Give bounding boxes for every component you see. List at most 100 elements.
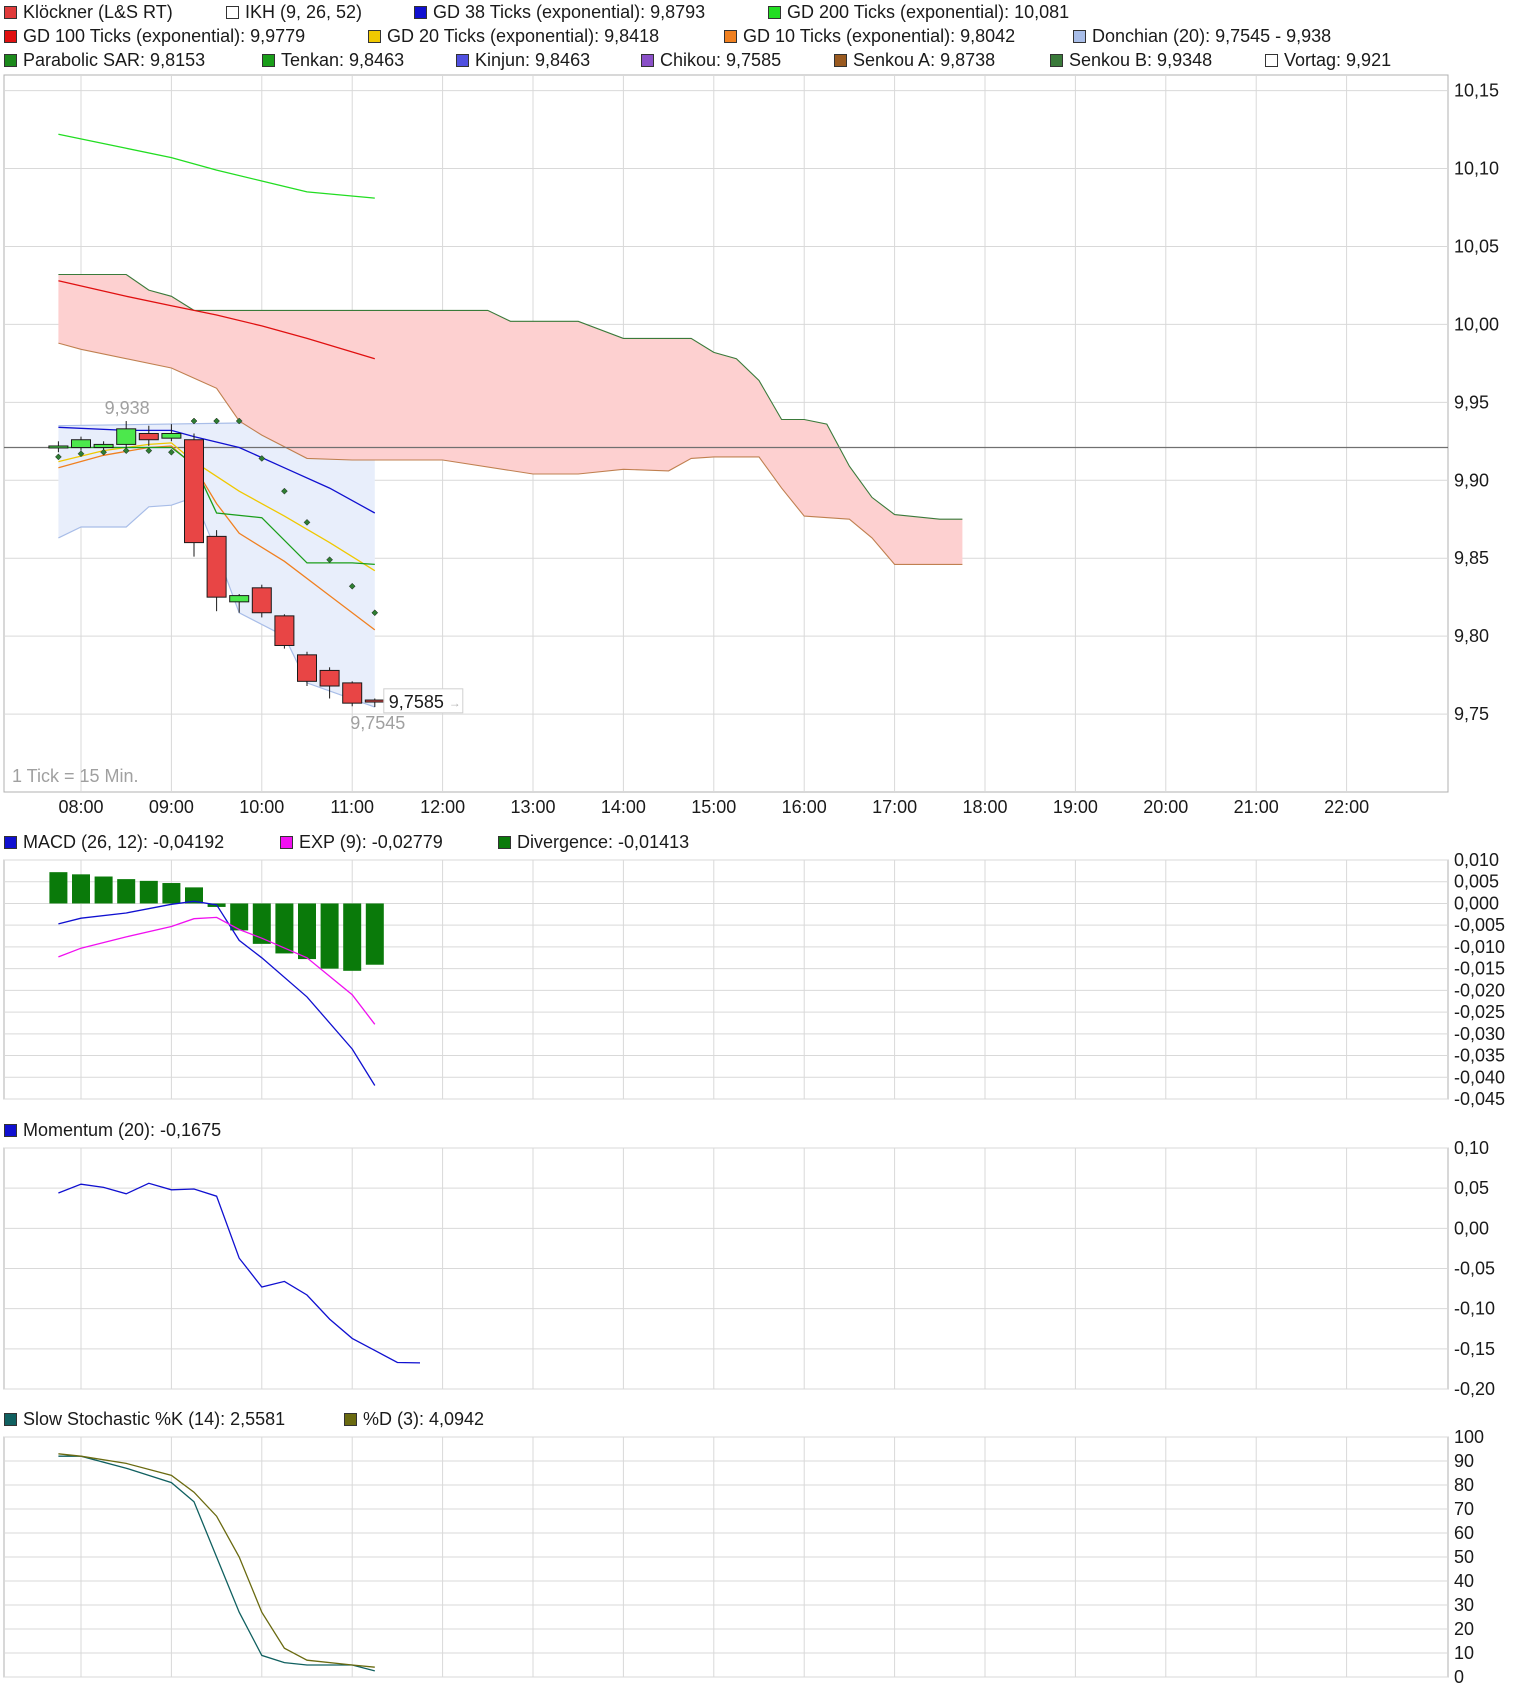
legend-label: GD 20 Ticks (exponential): 9,8418: [387, 26, 660, 46]
y-tick-label: 10,10: [1454, 159, 1499, 179]
exp-line: [58, 916, 376, 1025]
stoch-k-line: [58, 1455, 375, 1672]
senkou-b-line: [58, 273, 963, 520]
x-tick-label: 09:00: [149, 797, 194, 817]
divergence-bar: [162, 883, 181, 904]
y-tick-label: -0,030: [1454, 1024, 1505, 1044]
legend-swatch: [724, 29, 737, 43]
sar-point: [326, 556, 333, 564]
legend-item: MACD (26, 12): -0,04192: [4, 831, 224, 853]
legend-item: Vortag: 9,921: [1265, 49, 1391, 71]
divergence-bar: [365, 903, 384, 965]
legend-item: GD 20 Ticks (exponential): 9,8418: [368, 25, 659, 47]
x-tick-label: 16:00: [782, 797, 827, 817]
sar-point: [213, 417, 220, 425]
last-price-box: [383, 688, 464, 714]
sar-point: [281, 487, 288, 495]
legend-swatch: [456, 53, 469, 67]
candle-body: [297, 654, 317, 682]
y-tick-label: -0,015: [1454, 959, 1505, 979]
sar-point: [122, 447, 130, 454]
series-line-tenkan-: [58, 446, 375, 566]
legend-item: Klöckner (L&S RT): [4, 1, 173, 23]
legend-item: %D (3): 4,0942: [344, 1408, 484, 1430]
candle-body: [93, 443, 114, 449]
y-tick-label: 9,95: [1454, 392, 1489, 412]
y-tick-label: -0,005: [1454, 915, 1505, 935]
sar-point: [55, 453, 62, 461]
legend-swatch: [4, 53, 17, 67]
legend-item: GD 200 Ticks (exponential): 10,081: [768, 1, 1069, 23]
y-tick-label: 70: [1454, 1499, 1474, 1519]
legend-item: GD 38 Ticks (exponential): 9,8793: [414, 1, 705, 23]
x-tick-label: 13:00: [510, 797, 555, 817]
legend-swatch: [226, 5, 239, 19]
divergence-bar: [49, 872, 68, 904]
y-tick-label: 0,010: [1454, 850, 1499, 870]
legend-label: EXP (9): -0,02779: [299, 832, 443, 852]
y-tick-label: -0,020: [1454, 980, 1505, 1000]
divergence-bar: [185, 887, 203, 904]
x-tick-label: 08:00: [58, 797, 103, 817]
y-tick-label: 9,75: [1454, 704, 1489, 724]
series-line-gd-100: [58, 280, 375, 360]
legend-item: GD 100 Ticks (exponential): 9,9779: [4, 25, 305, 47]
y-tick-label: -0,05: [1454, 1259, 1495, 1279]
y-tick-label: -0,20: [1454, 1379, 1495, 1399]
candle-body: [251, 587, 272, 614]
legend-label: Parabolic SAR: 9,8153: [23, 50, 206, 70]
legend-swatch: [768, 5, 781, 19]
y-tick-label: -0,045: [1454, 1089, 1505, 1109]
y-tick-label: -0,010: [1454, 937, 1505, 957]
main-legend: Klöckner (L&S RT) IKH (9, 26, 52) GD 38 Ti…: [0, 0, 1520, 70]
momentum-panel: [3, 1147, 1449, 1390]
candle-body: [364, 699, 385, 703]
legend-item: Chikou: 9,7585: [641, 49, 781, 71]
sar-point: [145, 447, 153, 454]
y-tick-label: 100: [1454, 1427, 1484, 1447]
legend-swatch: [4, 5, 17, 19]
x-tick-label: 11:00: [330, 797, 374, 817]
legend-swatch: [1265, 53, 1278, 67]
candle-body: [319, 669, 340, 687]
legend-item: Divergence: -0,01413: [498, 831, 689, 853]
y-tick-label: 0,00: [1454, 1218, 1489, 1238]
sar-point: [190, 417, 198, 425]
y-tick-label: 80: [1454, 1475, 1474, 1495]
legend-item: Momentum (20): -0,1675: [4, 1119, 221, 1141]
momentum-legend: Momentum (20): -0,1675: [0, 1118, 1520, 1140]
divergence-bar: [117, 879, 136, 904]
legend-label: GD 38 Ticks (exponential): 9,8793: [433, 2, 706, 22]
legend-label: Donchian (20): 9,7545 - 9,938: [1092, 26, 1332, 46]
sar-point: [348, 582, 356, 590]
low-annotation: 9,7545: [350, 713, 405, 733]
divergence-bar: [275, 903, 294, 954]
y-tick-label: 20: [1454, 1619, 1474, 1639]
tick-note: 1 Tick = 15 Min.: [12, 766, 139, 786]
legend-swatch: [1073, 29, 1086, 43]
x-tick-label: 15:00: [691, 797, 736, 817]
divergence-bar: [320, 903, 339, 969]
legend-swatch: [4, 1123, 17, 1137]
stoch-legend: Slow Stochastic %K (14): 2,5581 %D (3): 4…: [0, 1407, 1520, 1429]
legend-swatch: [368, 29, 381, 43]
sar-point: [100, 448, 107, 456]
sar-point: [77, 450, 85, 458]
legend-label: Senkou B: 9,9348: [1069, 50, 1213, 70]
last-price-arrow-icon: →: [449, 696, 461, 710]
y-tick-label: 10,05: [1454, 236, 1499, 256]
x-tick-label: 21:00: [1234, 797, 1279, 817]
legend-swatch: [834, 53, 847, 67]
y-tick-label: 0,005: [1454, 872, 1499, 892]
candle-body: [138, 433, 159, 441]
divergence-bar: [230, 903, 249, 931]
y-tick-label: -0,025: [1454, 1002, 1505, 1022]
legend-item: IKH (9, 26, 52): [226, 1, 362, 23]
legend-swatch: [414, 5, 427, 19]
macd-legend: MACD (26, 12): -0,04192 EXP (9): -0,02779…: [0, 830, 1520, 852]
divergence-bar: [343, 903, 362, 971]
legend-swatch: [4, 1412, 17, 1426]
legend-label: Chikou: 9,7585: [660, 50, 782, 70]
divergence-bar: [72, 874, 90, 904]
